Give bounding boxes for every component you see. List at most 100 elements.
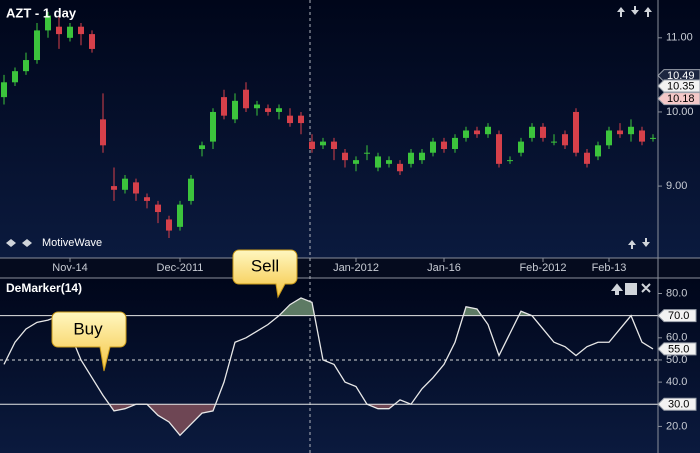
candle-body bbox=[166, 219, 172, 231]
x-tick-label: Jan-16 bbox=[427, 262, 461, 274]
candle-body bbox=[111, 186, 117, 190]
panel-title: DeMarker(14) bbox=[6, 281, 82, 295]
candle-body bbox=[496, 134, 502, 164]
candle-body bbox=[463, 130, 469, 138]
candle-body bbox=[309, 141, 315, 150]
panel-icons[interactable] bbox=[617, 6, 652, 17]
candle-body bbox=[562, 134, 568, 146]
candle-body bbox=[34, 30, 40, 61]
candle-body bbox=[199, 145, 205, 150]
candle-body bbox=[144, 197, 150, 201]
y-tick-label: 50.0 bbox=[666, 354, 687, 366]
price-marker bbox=[657, 92, 700, 106]
candle-body bbox=[430, 141, 436, 153]
y-tick-label: 20.0 bbox=[666, 420, 687, 432]
level-marker bbox=[657, 397, 697, 411]
candle-body bbox=[342, 152, 348, 161]
candle-body bbox=[276, 108, 282, 112]
candle-body bbox=[45, 15, 51, 31]
price-panel bbox=[0, 0, 700, 258]
candle-body bbox=[606, 130, 612, 146]
x-tick-label: Nov-14 bbox=[52, 262, 87, 274]
zoom-icon[interactable] bbox=[6, 239, 32, 247]
candle-body bbox=[518, 141, 524, 153]
candle-body bbox=[89, 34, 95, 49]
candle-body bbox=[474, 130, 480, 135]
candle-body bbox=[254, 104, 260, 109]
y-tick-label: 10.00 bbox=[666, 106, 694, 118]
candle-body bbox=[540, 126, 546, 138]
indicator-panel bbox=[0, 278, 700, 453]
level-label: 70.0 bbox=[668, 310, 689, 322]
candle-body bbox=[628, 126, 634, 135]
candle-body bbox=[298, 115, 304, 124]
candle-body bbox=[177, 204, 183, 227]
y-tick-label: 40.0 bbox=[666, 376, 687, 388]
candle-body bbox=[243, 89, 249, 109]
sell-callout: Sell bbox=[232, 249, 298, 299]
candle-body bbox=[56, 26, 62, 35]
candle-body bbox=[188, 178, 194, 201]
x-tick-label: Feb-2012 bbox=[519, 262, 566, 274]
callout-box bbox=[232, 249, 298, 299]
candle-body bbox=[419, 152, 425, 161]
candle-body bbox=[397, 163, 403, 172]
candle-body bbox=[375, 156, 381, 168]
overbought-fill bbox=[279, 297, 532, 316]
plot-layer: 11.00 10.00 9.00 Nov-14 Dec-2011 Jan-2012 Jan-… bbox=[0, 11, 700, 437]
candle-body bbox=[67, 26, 73, 38]
candle-body bbox=[155, 204, 161, 213]
candle-body bbox=[485, 126, 491, 135]
candle-body bbox=[650, 137, 656, 139]
candle-body bbox=[100, 119, 106, 146]
toolbar[interactable] bbox=[6, 6, 652, 295]
candle-body bbox=[408, 152, 414, 164]
x-tick-label: Feb-13 bbox=[592, 262, 627, 274]
candle-body bbox=[320, 141, 326, 146]
candle-body bbox=[441, 141, 447, 150]
candle-body bbox=[595, 145, 601, 157]
y-tick-label: 9.00 bbox=[666, 180, 687, 192]
price-marker-label: 10.18 bbox=[667, 93, 695, 105]
candle-body bbox=[133, 182, 139, 194]
y-tick-label: 11.00 bbox=[666, 32, 693, 44]
candle-body bbox=[639, 130, 645, 142]
y-tick-label: 60.0 bbox=[666, 332, 687, 344]
candle-body bbox=[221, 97, 227, 116]
candle-body bbox=[364, 152, 370, 154]
callout-text: Sell bbox=[251, 256, 279, 275]
value-label: 55.0 bbox=[668, 343, 689, 355]
candle-body bbox=[529, 126, 535, 138]
value-marker bbox=[657, 342, 697, 356]
candle-body bbox=[1, 82, 7, 98]
indicator-icons[interactable] bbox=[610, 283, 651, 295]
price-marker-label: 10.49 bbox=[667, 70, 695, 82]
level-marker bbox=[657, 309, 697, 323]
scroll-icons[interactable] bbox=[628, 238, 650, 249]
candle-body bbox=[210, 111, 216, 142]
candle-body bbox=[573, 111, 579, 153]
x-tick-label: Dec-2011 bbox=[157, 262, 204, 274]
candle-body bbox=[353, 160, 359, 164]
chart-title: AZT - 1 day bbox=[6, 5, 77, 20]
watermark: MotiveWave bbox=[42, 237, 102, 249]
x-axis-strip bbox=[0, 258, 700, 278]
callout-box bbox=[51, 311, 127, 372]
candle-body bbox=[78, 26, 84, 35]
candle-body bbox=[584, 152, 590, 164]
candle-body bbox=[122, 178, 128, 190]
candle-body bbox=[331, 141, 337, 150]
candle-body bbox=[617, 130, 623, 135]
x-tick-label: Jan-2012 bbox=[333, 262, 379, 274]
oversold-fill bbox=[4, 404, 653, 436]
callout-text: Buy bbox=[73, 319, 103, 338]
candle-body bbox=[507, 160, 513, 162]
price-marker-label: 10.35 bbox=[667, 80, 695, 92]
level-label: 30.0 bbox=[668, 399, 689, 411]
candle-body bbox=[12, 71, 18, 83]
candle-body bbox=[265, 108, 271, 112]
candle-body bbox=[452, 137, 458, 150]
y-tick-label: 80.0 bbox=[666, 287, 687, 299]
